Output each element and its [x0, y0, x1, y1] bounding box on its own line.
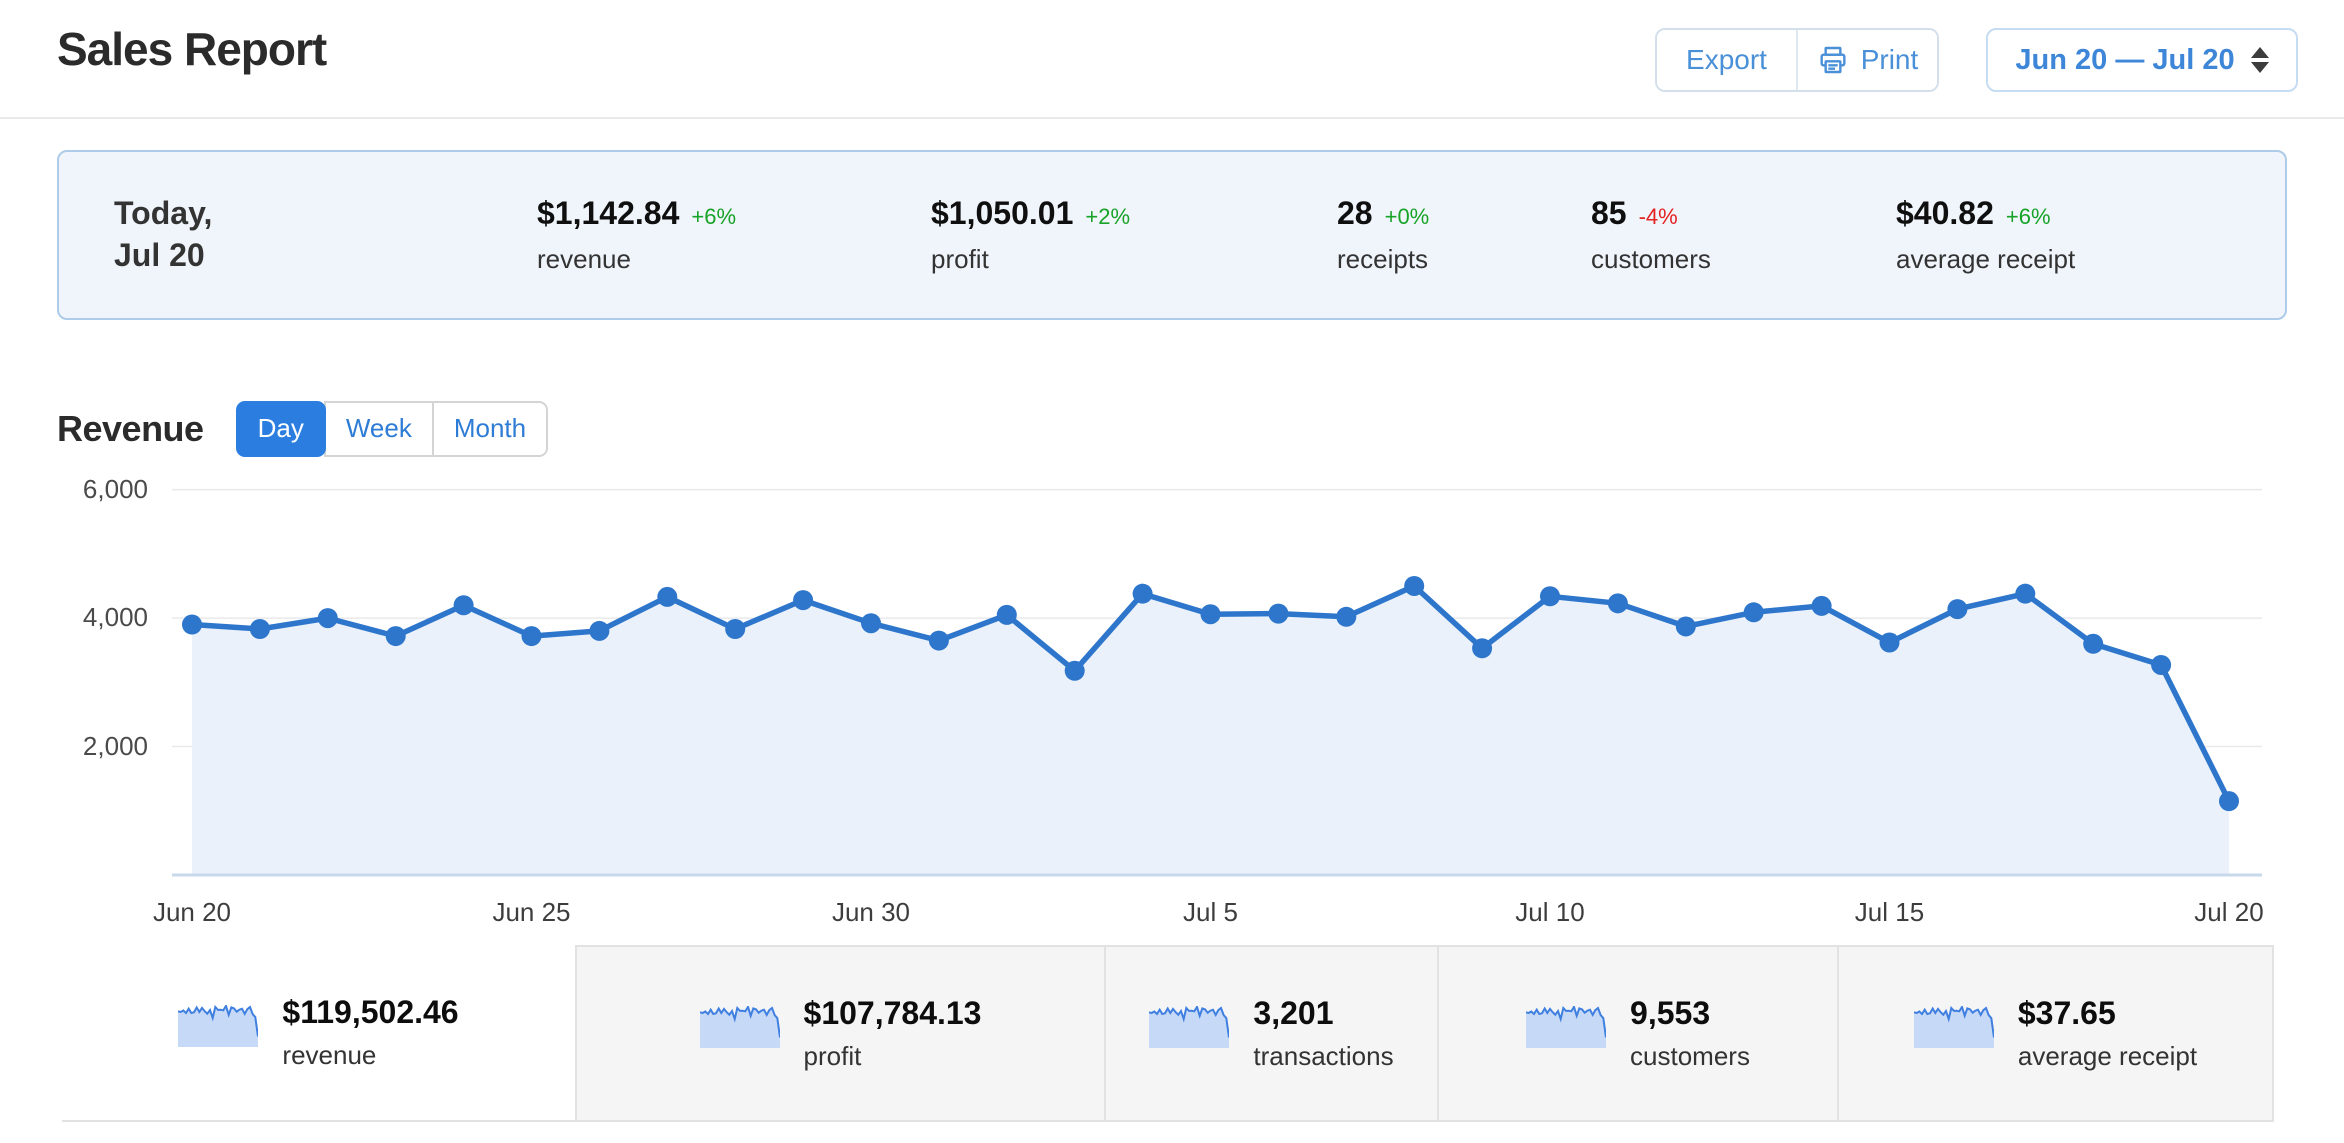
total-transactions-value: 3,201: [1253, 995, 1334, 1031]
totals-bar: $119,502.46 revenue $107,784.13 profit 3…: [62, 945, 2274, 1122]
today-stat-revenue: $1,142.84 +6% revenue: [537, 195, 931, 275]
total-cell-average-receipt[interactable]: $37.65 average receipt: [1837, 945, 2274, 1122]
today-stat-customers: 85 -4% customers: [1591, 195, 1896, 275]
today-customers-value: 85: [1591, 195, 1627, 231]
today-receipts-label: receipts: [1337, 244, 1429, 274]
today-average-receipt-label: average receipt: [1896, 244, 2076, 274]
total-cell-customers[interactable]: 9,553 customers: [1437, 945, 1837, 1122]
chart-plot-area: [172, 488, 2262, 877]
today-revenue-label: revenue: [537, 244, 631, 274]
today-profit-delta: +2%: [1085, 204, 1131, 229]
date-range-value: Jun 20 — Jul 20: [2015, 43, 2235, 76]
today-receipts-delta: +0%: [1384, 204, 1430, 229]
today-revenue-delta: +6%: [691, 204, 737, 229]
export-print-button-group: Export Print: [1655, 28, 1939, 92]
period-tabs: Day Week Month: [235, 401, 549, 457]
total-revenue-value: $119,502.46: [282, 994, 459, 1030]
y-axis-tick-label: 2,000: [82, 730, 148, 761]
today-receipts-value: 28: [1337, 195, 1373, 231]
x-axis-tick-label: Jul 5: [1183, 897, 1238, 927]
tab-month[interactable]: Month: [431, 401, 549, 457]
export-button[interactable]: Export: [1657, 30, 1796, 90]
total-cell-revenue[interactable]: $119,502.46 revenue: [62, 945, 575, 1122]
revenue-sparkline-icon: [178, 1004, 259, 1047]
print-button-label: Print: [1860, 44, 1919, 75]
total-profit-value: $107,784.13: [803, 995, 982, 1031]
x-axis-tick-label: Jul 20: [2194, 897, 2264, 927]
revenue-section-title: Revenue: [57, 408, 204, 449]
today-average-receipt-delta: +6%: [2005, 204, 2051, 229]
y-axis-tick-label: 4,000: [82, 602, 148, 633]
x-axis-tick-label: Jun 20: [152, 897, 232, 927]
header: Sales Report Export Print Jun 20 — Jul 2…: [0, 0, 2344, 119]
total-customers-label: customers: [1630, 1041, 1750, 1071]
x-axis-tick-label: Jun 25: [492, 897, 571, 927]
total-cell-transactions[interactable]: 3,201 transactions: [1104, 945, 1437, 1122]
average-receipt-sparkline-icon: [1913, 1005, 1994, 1048]
today-stat-profit: $1,050.01 +2% profit: [931, 195, 1337, 275]
page-title: Sales Report: [57, 23, 327, 75]
total-cell-profit[interactable]: $107,784.13 profit: [575, 945, 1104, 1122]
profit-sparkline-icon: [699, 1005, 780, 1048]
total-average-receipt-label: average receipt: [2017, 1041, 2198, 1071]
print-button[interactable]: Print: [1796, 30, 1937, 90]
today-stat-receipts: 28 +0% receipts: [1337, 195, 1591, 275]
total-customers-value: 9,553: [1630, 995, 1711, 1031]
today-customers-delta: -4%: [1638, 204, 1678, 229]
transactions-sparkline-icon: [1149, 1005, 1230, 1048]
total-profit-label: profit: [803, 1041, 862, 1071]
today-average-receipt-value: $40.82: [1896, 195, 1994, 231]
x-axis-tick-label: Jul 10: [1515, 897, 1585, 927]
today-customers-label: customers: [1591, 244, 1711, 274]
select-arrows-icon: [2250, 47, 2269, 73]
x-axis-tick-label: Jul 15: [1854, 897, 1925, 927]
date-range-select[interactable]: Jun 20 — Jul 20: [1986, 28, 2298, 92]
today-summary-card: Today, Jul 20 $1,142.84 +6% revenue $1,0…: [57, 150, 2287, 320]
today-date: Today, Jul 20: [114, 193, 537, 276]
total-average-receipt-value: $37.65: [2017, 995, 2116, 1031]
customers-sparkline-icon: [1526, 1005, 1607, 1048]
today-profit-label: profit: [931, 244, 989, 274]
y-axis-tick-label: 6,000: [82, 473, 148, 504]
export-button-label: Export: [1686, 44, 1767, 75]
today-date-line2: Jul 20: [114, 237, 205, 273]
total-revenue-label: revenue: [282, 1040, 377, 1070]
revenue-line-chart: 2,000 4,000 6,000 Jun 20 Jun 25 Jun 30 Jul 5 J…: [0, 460, 2344, 930]
total-transactions-label: transactions: [1253, 1041, 1394, 1071]
tab-week[interactable]: Week: [323, 401, 434, 457]
today-stat-average-receipt: $40.82 +6% average receipt: [1896, 195, 2285, 275]
printer-icon: [1817, 44, 1849, 76]
today-revenue-value: $1,142.84: [537, 195, 680, 231]
tab-day[interactable]: Day: [235, 401, 326, 457]
today-date-line1: Today,: [114, 195, 213, 232]
x-axis-tick-label: Jun 30: [831, 897, 911, 927]
revenue-section-header: Revenue Day Week Month: [57, 398, 549, 460]
today-profit-value: $1,050.01: [931, 195, 1074, 231]
